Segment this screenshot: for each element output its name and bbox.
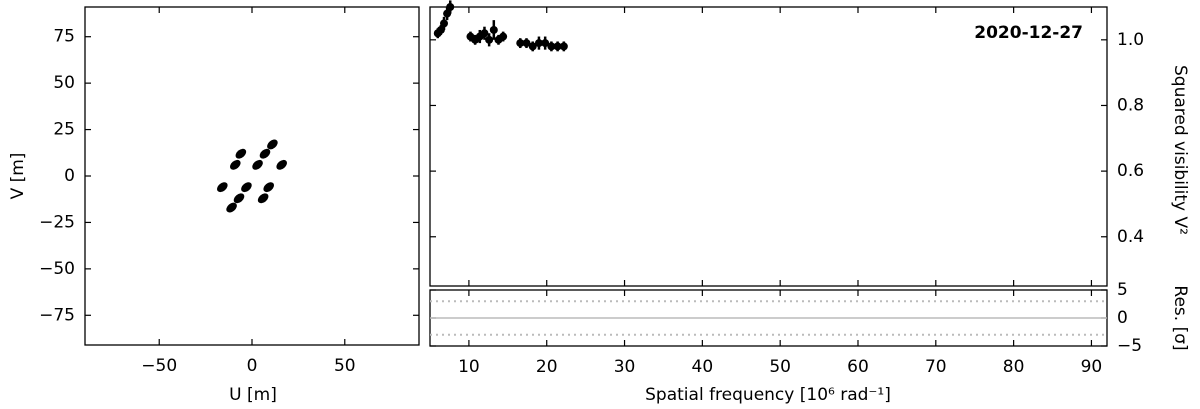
data-point: [446, 3, 455, 11]
y-tick-label: −5: [1117, 336, 1142, 356]
y-tick-label: −75: [39, 305, 75, 325]
data-point: [522, 39, 531, 48]
data-point: [559, 42, 568, 51]
data-point: [440, 19, 449, 28]
uv-point: [233, 193, 245, 204]
uv-point: [276, 159, 287, 170]
data-point: [534, 39, 543, 48]
x-tick-label: 50: [334, 356, 356, 376]
x-tick-label: 20: [536, 357, 558, 377]
data-point: [553, 42, 562, 51]
uv-point: [257, 193, 269, 204]
uv-point: [235, 148, 247, 159]
y-tick-label: 0.4: [1117, 227, 1144, 247]
uv-point: [252, 159, 263, 170]
uv-frame: [84, 6, 420, 346]
uv-point: [263, 182, 274, 193]
data-point: [541, 39, 550, 48]
data-point: [516, 39, 525, 48]
y-tick-label: 5: [1117, 280, 1128, 300]
y-axis-label: Squared visibility V²: [1170, 65, 1190, 235]
data-point: [547, 42, 556, 51]
y-tick-label: 0.8: [1117, 95, 1144, 115]
y-tick-label: 25: [53, 120, 75, 140]
x-tick-label: 60: [847, 357, 869, 377]
y-tick-label: −25: [39, 212, 75, 232]
data-point: [528, 42, 537, 51]
x-tick-label: 90: [1081, 357, 1103, 377]
data-point: [480, 29, 489, 38]
y-axis-label: V [m]: [8, 153, 28, 200]
y-tick-label: 0.6: [1117, 161, 1144, 181]
uv-point: [230, 159, 241, 170]
x-tick-label: 80: [1003, 357, 1025, 377]
uv-point: [267, 139, 278, 150]
x-tick-label: 0: [247, 356, 258, 376]
x-tick-label: 50: [769, 357, 791, 377]
x-axis-label: Spatial frequency [10⁶ rad⁻¹]: [645, 385, 891, 405]
uv-point: [226, 202, 237, 213]
uv-point: [259, 148, 271, 159]
x-tick-label: 10: [458, 357, 480, 377]
y-axis-label: Res. [σ]: [1170, 285, 1190, 350]
x-tick-label: 70: [925, 357, 947, 377]
y-tick-label: −50: [39, 259, 75, 279]
x-tick-label: 40: [692, 357, 714, 377]
y-tick-label: 75: [53, 27, 75, 47]
annotation: 2020-12-27: [974, 23, 1083, 43]
uv-point: [241, 182, 252, 193]
x-tick-label: 30: [614, 357, 636, 377]
data-point: [485, 35, 494, 44]
y-tick-label: 0: [1117, 308, 1128, 328]
uv-point: [217, 182, 228, 193]
y-tick-label: 1.0: [1117, 30, 1144, 50]
y-tick-label: 50: [53, 73, 75, 93]
x-axis-label: U [m]: [229, 385, 277, 405]
v2-frame: [429, 6, 1108, 287]
data-point: [489, 25, 498, 34]
data-point: [499, 32, 508, 41]
x-tick-label: −50: [141, 356, 177, 376]
y-tick-label: 0: [64, 166, 75, 186]
